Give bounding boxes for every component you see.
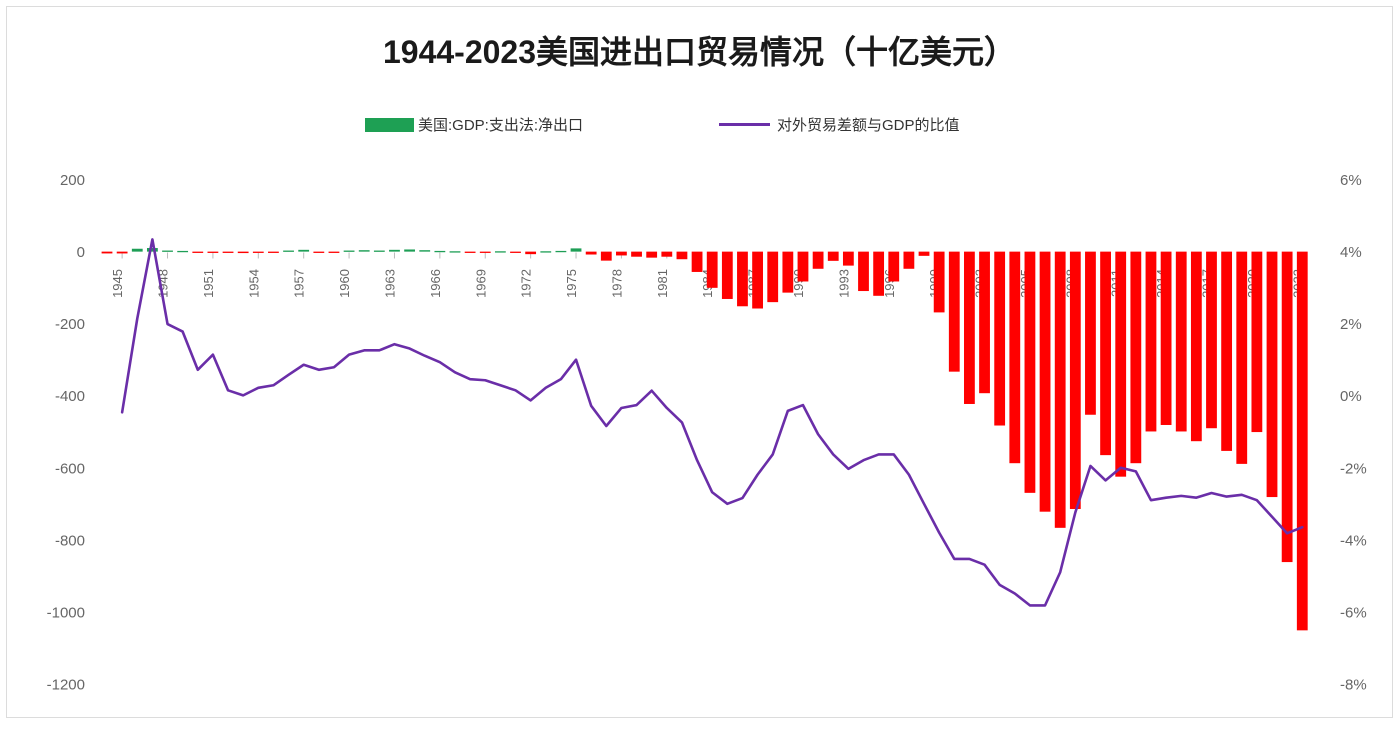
svg-text:-200: -200 bbox=[55, 316, 85, 333]
svg-text:1960: 1960 bbox=[337, 269, 352, 298]
svg-text:-1200: -1200 bbox=[47, 676, 85, 693]
svg-text:-6%: -6% bbox=[1340, 604, 1367, 621]
svg-text:1945: 1945 bbox=[110, 269, 125, 298]
svg-text:200: 200 bbox=[60, 172, 85, 189]
svg-text:-800: -800 bbox=[55, 532, 85, 549]
svg-text:-400: -400 bbox=[55, 388, 85, 405]
svg-text:-2%: -2% bbox=[1340, 460, 1367, 477]
svg-text:1993: 1993 bbox=[836, 269, 851, 298]
svg-text:1954: 1954 bbox=[246, 269, 261, 298]
svg-text:1978: 1978 bbox=[609, 269, 624, 298]
svg-text:1972: 1972 bbox=[519, 269, 534, 298]
svg-text:6%: 6% bbox=[1340, 172, 1362, 189]
svg-text:0: 0 bbox=[77, 244, 85, 261]
svg-text:4%: 4% bbox=[1340, 244, 1362, 261]
svg-text:-4%: -4% bbox=[1340, 532, 1367, 549]
svg-text:1975: 1975 bbox=[564, 269, 579, 298]
svg-text:2%: 2% bbox=[1340, 316, 1362, 333]
svg-text:1963: 1963 bbox=[382, 269, 397, 298]
svg-text:0%: 0% bbox=[1340, 388, 1362, 405]
svg-text:-8%: -8% bbox=[1340, 676, 1367, 693]
svg-text:1969: 1969 bbox=[473, 269, 488, 298]
svg-text:1966: 1966 bbox=[428, 269, 443, 298]
svg-text:-600: -600 bbox=[55, 460, 85, 477]
svg-text:1957: 1957 bbox=[292, 269, 307, 298]
svg-text:1981: 1981 bbox=[655, 269, 670, 298]
svg-text:1951: 1951 bbox=[201, 269, 216, 298]
svg-text:-1000: -1000 bbox=[47, 604, 85, 621]
